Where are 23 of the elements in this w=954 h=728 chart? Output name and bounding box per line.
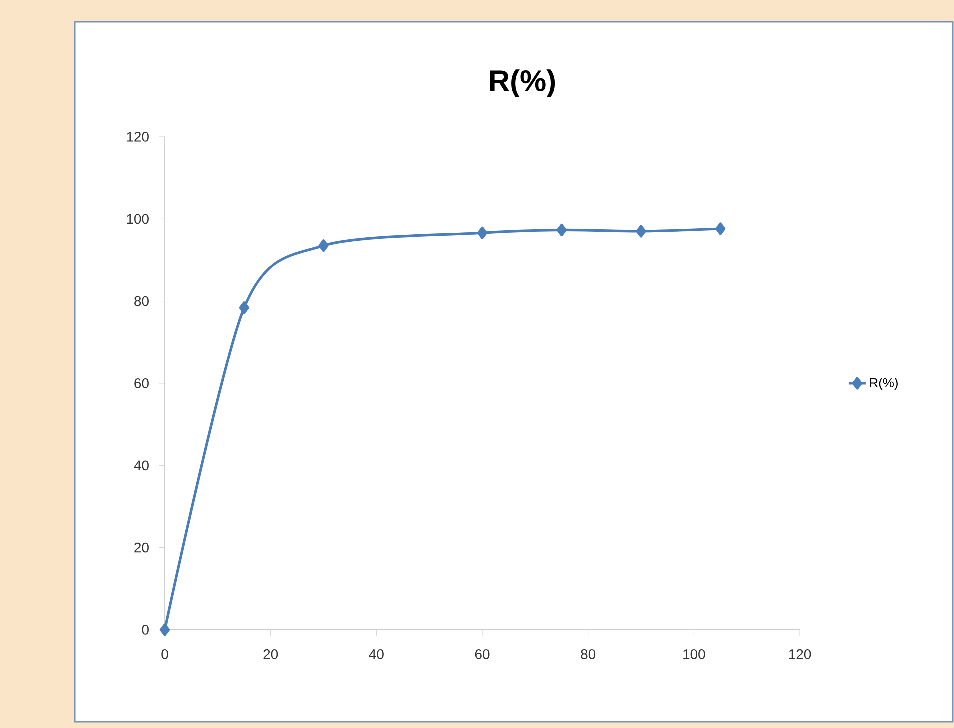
y-tick-label: 80: [134, 296, 149, 306]
x-tick-label: 120: [789, 649, 812, 660]
point: [160, 624, 170, 636]
x-tick-label: 20: [264, 649, 278, 660]
chart-title: R(%): [490, 70, 556, 98]
y-tick-label: 20: [134, 542, 149, 553]
y-tick-label: 40: [134, 460, 149, 471]
x-tick-label: 0: [162, 649, 168, 660]
y-tick-label: 0: [142, 625, 149, 635]
x-tick-label: 40: [369, 649, 384, 660]
point: [239, 302, 250, 314]
y-tick-label: 100: [127, 214, 149, 224]
point: [477, 226, 488, 240]
point: [716, 222, 726, 236]
x-tick-label: 100: [684, 649, 706, 660]
point: [318, 240, 329, 252]
y-tick-label: 120: [127, 132, 149, 142]
point: [556, 224, 567, 237]
legend-label: R(%): [870, 378, 898, 390]
x-tick-label: 80: [581, 649, 596, 660]
y-tick-label: 60: [134, 378, 149, 388]
x-tick-label: 60: [475, 649, 490, 660]
point: [636, 225, 646, 238]
